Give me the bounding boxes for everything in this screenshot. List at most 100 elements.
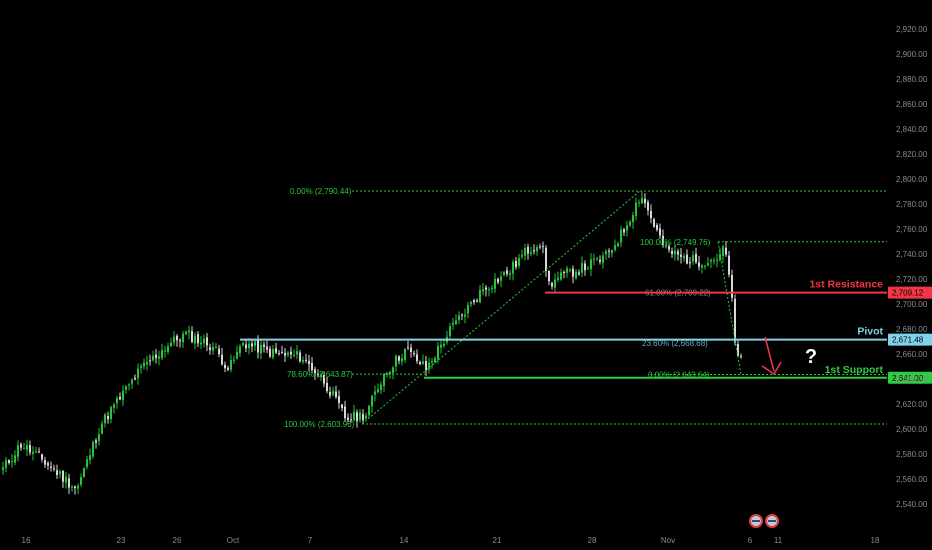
candle-body [32,451,34,454]
candle-body [635,202,637,217]
candle-body [452,322,454,325]
candle-body [20,444,22,448]
candle-body [563,271,565,273]
candle-body [251,343,253,347]
candle-body [662,235,664,246]
question-mark-icon: ? [805,346,817,368]
candle-body [632,215,634,223]
candle-body [197,334,199,344]
y-tick-label: 2,660.00 [896,350,928,359]
candle-body [494,278,496,289]
candle-body [287,352,289,355]
y-tick-label: 2,740.00 [896,250,928,259]
candle-body [368,405,370,416]
candle-body [626,225,628,231]
candle-body [44,460,46,465]
y-tick-label: 2,600.00 [896,425,928,434]
level-label: 1st Support [825,364,884,376]
candle-body [329,391,331,396]
event-icons[interactable] [749,514,779,528]
candle-body [293,355,295,357]
price-badge [888,286,932,299]
candle-body [686,254,688,264]
candle-body [503,271,505,275]
candle-body [668,246,670,250]
candle-body [200,342,202,345]
price-badge-text: 2,641.00 [892,374,924,383]
candle-body [404,349,406,361]
x-tick-label: 6 [748,536,753,545]
candle-body [281,352,283,354]
candle-body [254,341,256,346]
candle-body [620,229,622,243]
candle-body [725,247,727,255]
candle-body [47,463,49,466]
y-tick-label: 2,640.00 [896,375,928,384]
x-tick-label: 23 [117,536,126,545]
candle-body [155,354,157,359]
candle-body [392,367,394,373]
candle-body [422,361,424,364]
fib-label: 0.00% (2,790.44) [290,187,352,196]
candle-body [113,404,115,408]
candle-body [140,365,142,368]
candle-body [593,258,595,260]
time-axis[interactable]: 16 23 26 Oct 7 14 21 28 Nov 6 11 18 [22,536,880,545]
candle-body [230,359,232,370]
candle-body [362,413,364,421]
candle-body [398,356,400,361]
candle-body [185,331,187,335]
fib-label: 23.60% (2,668.68) [642,339,708,348]
candle-body [272,349,274,358]
candle-body [149,360,151,362]
candle-body [638,202,640,204]
candle-body [227,367,229,370]
candle-body [680,254,682,257]
candle-body [455,320,457,325]
candle-body [737,343,739,356]
candle-body [356,412,358,422]
candle-body [170,342,172,347]
candle-body [497,278,499,283]
price-badge [888,333,932,346]
candle-body [602,255,604,264]
candle-body [500,276,502,281]
projection-arrow [761,336,782,376]
candle-body [509,273,511,275]
y-tick-label: 2,580.00 [896,450,928,459]
candle-body [512,261,514,274]
candle-body [542,245,544,247]
candle-body [683,255,685,259]
candle-body [158,356,160,359]
y-tick-label: 2,760.00 [896,225,928,234]
x-tick-label: 14 [400,536,409,545]
candle-body [533,250,535,252]
candle-body [71,486,73,489]
candle-body [347,417,349,421]
candle-body [179,340,181,342]
candle-body [89,455,91,461]
candle-body [641,197,643,204]
candle-body [386,372,388,375]
candle-body [65,476,67,483]
candle-body [167,346,169,352]
y-tick-label: 2,840.00 [896,125,928,134]
candle-body [68,478,70,488]
candle-body [677,251,679,255]
y-tick-label: 2,680.00 [896,325,928,334]
candle-body [116,398,118,403]
candle-body [80,477,82,485]
candle-body [515,260,517,267]
candle-body [545,247,547,272]
candle-body [419,361,421,365]
candle-body [440,344,442,348]
candle-body [62,470,64,482]
candle-body [623,229,625,233]
candle-body [524,247,526,256]
candle-body [143,362,145,367]
candle-body [479,289,481,303]
candle-body [101,423,103,434]
fib-label: 100.00% (2,603.96) [284,420,355,429]
price-axis[interactable]: 2,920.00 2,900.00 2,880.00 2,860.00 2,840.00… [896,25,928,509]
